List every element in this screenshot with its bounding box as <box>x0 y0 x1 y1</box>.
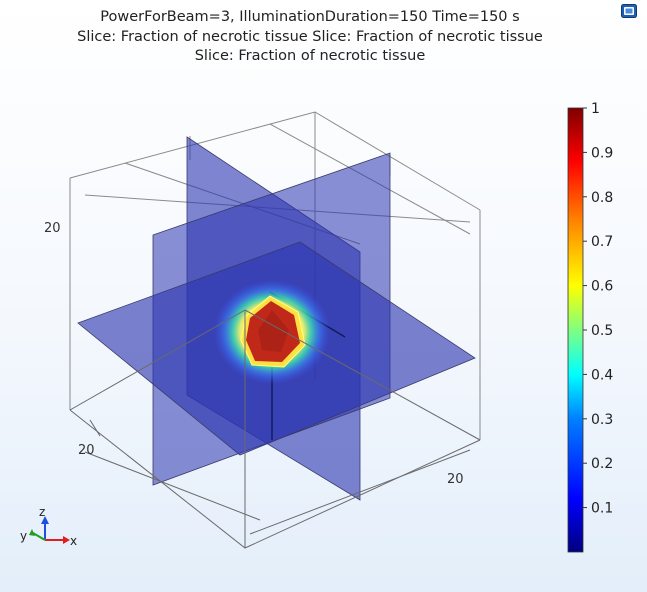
x-axis-tick: 20 <box>447 472 464 487</box>
title-line-1: PowerForBeam=3, IlluminationDuration=150… <box>100 9 520 25</box>
bounding-box-front <box>69 309 481 549</box>
colorbar-tick-label: 0.4 <box>591 367 613 383</box>
colorbar-tick-label: 0.6 <box>591 279 613 295</box>
axis-triad: z y x <box>20 505 77 548</box>
colorbar-tick-label: 0.3 <box>591 412 613 428</box>
colorbar-tick-label: 0.1 <box>591 501 613 517</box>
colorbar: 1 0.9 0.8 0.7 0.6 0.5 0.4 0.3 0.2 0.1 <box>567 101 613 553</box>
triad-z-label: z <box>39 505 45 519</box>
colorbar-tick-label: 1 <box>591 101 600 117</box>
colorbar-tick-label: 0.8 <box>591 190 613 206</box>
plot-title: PowerForBeam=3, IlluminationDuration=150… <box>0 8 620 67</box>
y-axis-tick: 20 <box>78 443 95 458</box>
colorbar-tick-label: 0.5 <box>591 323 613 339</box>
triad-x-label: x <box>70 534 77 548</box>
necrotic-region <box>214 280 330 384</box>
colorbar-tick-label: 0.2 <box>591 456 613 472</box>
colorbar-tick-label: 0.7 <box>591 234 613 250</box>
title-line-3: Slice: Fraction of necrotic tissue <box>194 48 426 64</box>
colorbar-gradient <box>567 107 584 553</box>
triad-y-label: y <box>20 529 27 543</box>
colorbar-tick-label: 0.9 <box>591 145 613 161</box>
snapshot-icon[interactable] <box>621 4 637 18</box>
title-line-2: Slice: Fraction of necrotic tissue Slice… <box>77 28 543 45</box>
z-axis-tick: 20 <box>44 221 61 236</box>
